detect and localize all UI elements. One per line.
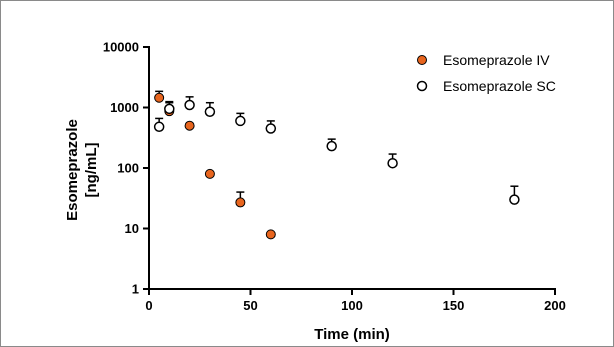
- x-tick-label: 100: [341, 298, 363, 313]
- legend: Esomeprazole IV Esomeprazole SC: [416, 52, 556, 94]
- data-points: [153, 92, 520, 240]
- sc-data-point: [164, 103, 175, 115]
- x-tick-label: 50: [243, 298, 257, 313]
- sc-data-point: [387, 157, 398, 169]
- y-tick-label: 10: [125, 221, 139, 236]
- x-tick-label: 0: [145, 298, 152, 313]
- sc-data-point: [184, 99, 195, 111]
- y-tick-label: 1000: [110, 100, 139, 115]
- legend-label-sc: Esomeprazole SC: [443, 78, 556, 94]
- sc-data-point: [235, 115, 246, 127]
- iv-data-point: [184, 120, 195, 131]
- ticks: 0 50 100 150 200 1 10 100 1000 10000: [103, 40, 566, 314]
- sc-data-point: [509, 194, 520, 205]
- y-tick-label: 10000: [103, 40, 139, 55]
- sc-data-point: [204, 106, 216, 118]
- iv-data-point: [154, 92, 165, 103]
- y-tick-label: 100: [117, 161, 139, 176]
- sc-data-point: [265, 123, 277, 134]
- iv-data-point: [204, 168, 215, 179]
- x-tick-label: 150: [443, 298, 465, 313]
- x-tick-label: 200: [544, 298, 566, 313]
- sc-data-point: [153, 121, 165, 133]
- y-tick-label: 1: [132, 282, 139, 297]
- legend-marker-sc: [416, 80, 428, 92]
- y-axis-title-line1: Esomeprazole: [64, 119, 81, 221]
- legend-marker-iv: [417, 55, 427, 65]
- iv-data-point: [265, 229, 276, 240]
- x-axis-title: Time (min): [314, 326, 390, 343]
- sc-data-point: [326, 140, 337, 152]
- y-axis-title-line2: [ng/mL]: [83, 143, 100, 198]
- iv-data-point: [235, 197, 246, 208]
- legend-label-iv: Esomeprazole IV: [443, 52, 550, 68]
